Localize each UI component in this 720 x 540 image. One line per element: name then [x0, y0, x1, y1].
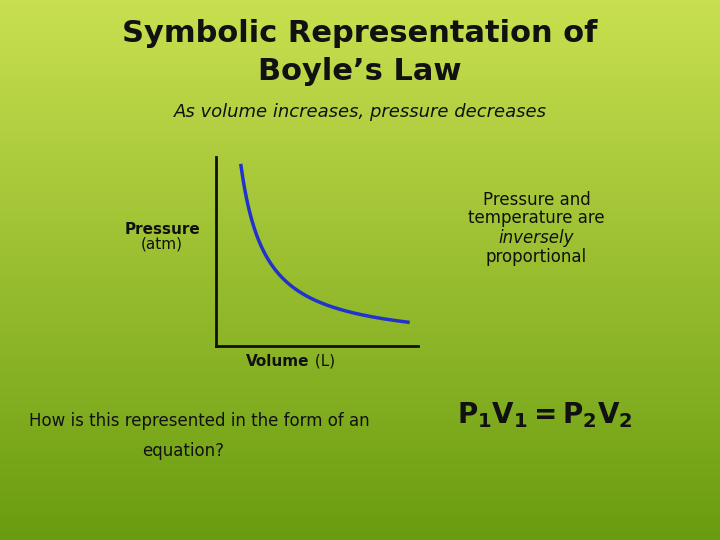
- Text: (atm): (atm): [141, 237, 183, 252]
- Text: temperature are: temperature are: [468, 209, 605, 227]
- Text: Symbolic Representation of: Symbolic Representation of: [122, 19, 598, 48]
- Text: How is this represented in the form of an: How is this represented in the form of a…: [29, 412, 374, 430]
- Text: proportional: proportional: [486, 248, 587, 266]
- Text: $\mathbf{P_1V_1 = P_2V_2}$: $\mathbf{P_1V_1 = P_2V_2}$: [457, 400, 633, 430]
- Text: Pressure: Pressure: [124, 222, 200, 237]
- Text: (L): (L): [310, 354, 335, 369]
- Text: equation?: equation?: [143, 442, 225, 460]
- Text: Boyle’s Law: Boyle’s Law: [258, 57, 462, 86]
- Text: As volume increases, pressure decreases: As volume increases, pressure decreases: [174, 103, 546, 120]
- Text: inversely: inversely: [499, 228, 574, 247]
- Text: Volume: Volume: [246, 354, 310, 369]
- Text: Pressure and: Pressure and: [482, 191, 590, 209]
